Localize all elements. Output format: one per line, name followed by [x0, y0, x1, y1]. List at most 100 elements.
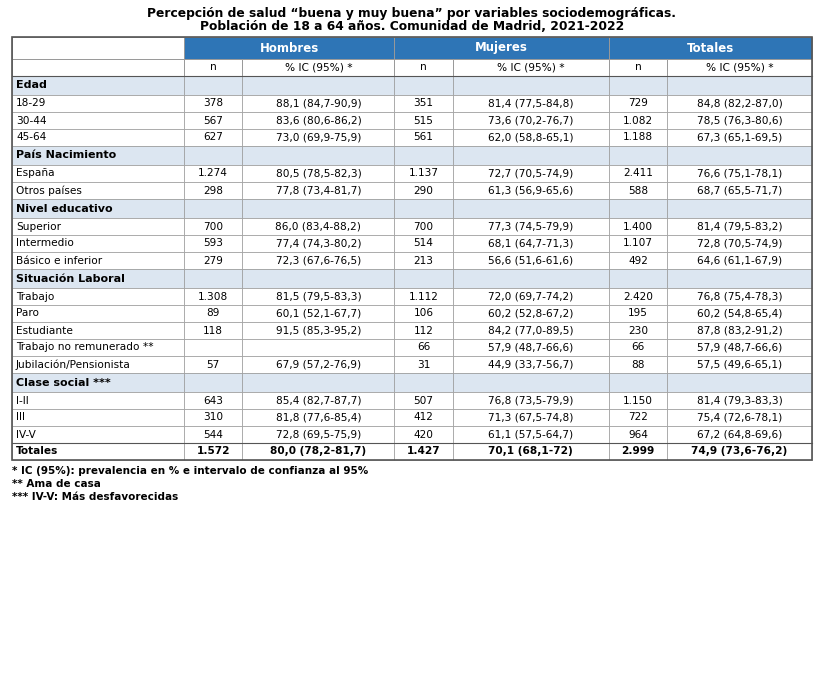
Bar: [243, 59, 394, 76]
Text: Otros países: Otros países: [16, 185, 81, 196]
Bar: [609, 392, 667, 409]
Text: 57: 57: [207, 360, 220, 370]
Bar: [394, 305, 453, 322]
Bar: [184, 392, 243, 409]
Text: 84,2 (77,0-89,5): 84,2 (77,0-89,5): [488, 325, 574, 336]
Text: 76,6 (75,1-78,1): 76,6 (75,1-78,1): [697, 168, 782, 179]
Bar: [243, 443, 394, 460]
Bar: [667, 426, 812, 443]
Text: 2.420: 2.420: [623, 291, 653, 302]
Bar: [394, 252, 453, 269]
Text: Mujeres: Mujeres: [475, 42, 528, 55]
Bar: [394, 373, 453, 392]
Bar: [609, 235, 667, 252]
Bar: [394, 409, 453, 426]
Text: 60,2 (54,8-65,4): 60,2 (54,8-65,4): [697, 309, 783, 318]
Bar: [609, 112, 667, 129]
Bar: [667, 95, 812, 112]
Bar: [12, 409, 184, 426]
Text: 66: 66: [417, 343, 430, 352]
Text: Trabajo: Trabajo: [16, 291, 54, 302]
Text: 80,5 (78,5-82,3): 80,5 (78,5-82,3): [276, 168, 361, 179]
Text: 73,0 (69,9-75,9): 73,0 (69,9-75,9): [276, 132, 361, 143]
Text: 67,9 (57,2-76,9): 67,9 (57,2-76,9): [276, 360, 361, 370]
Bar: [12, 305, 184, 322]
Text: 75,4 (72,6-78,1): 75,4 (72,6-78,1): [697, 412, 782, 423]
Text: 72,8 (70,5-74,9): 72,8 (70,5-74,9): [697, 239, 783, 248]
Bar: [609, 182, 667, 199]
Bar: [609, 37, 812, 59]
Bar: [184, 409, 243, 426]
Bar: [184, 443, 243, 460]
Text: Superior: Superior: [16, 221, 61, 232]
Text: 1.107: 1.107: [623, 239, 653, 248]
Text: 66: 66: [631, 343, 644, 352]
Bar: [12, 235, 184, 252]
Text: 86,0 (83,4-88,2): 86,0 (83,4-88,2): [276, 221, 361, 232]
Bar: [12, 322, 184, 339]
Text: 45-64: 45-64: [16, 132, 46, 143]
Text: 62,0 (58,8-65,1): 62,0 (58,8-65,1): [488, 132, 574, 143]
Text: 310: 310: [203, 412, 223, 423]
Text: n: n: [421, 62, 427, 73]
Bar: [667, 235, 812, 252]
Text: IV-V: IV-V: [16, 430, 35, 439]
Bar: [609, 199, 667, 218]
Text: 72,3 (67,6-76,5): 72,3 (67,6-76,5): [276, 255, 361, 266]
Text: Nivel educativo: Nivel educativo: [16, 203, 113, 214]
Bar: [453, 288, 609, 305]
Bar: [394, 356, 453, 373]
Text: 1.137: 1.137: [408, 168, 439, 179]
Bar: [184, 37, 394, 59]
Text: Intermedio: Intermedio: [16, 239, 74, 248]
Text: 544: 544: [203, 430, 223, 439]
Bar: [184, 373, 243, 392]
Text: 722: 722: [628, 412, 648, 423]
Bar: [184, 235, 243, 252]
Bar: [12, 339, 184, 356]
Bar: [453, 409, 609, 426]
Text: Clase social ***: Clase social ***: [16, 378, 111, 388]
Bar: [184, 269, 243, 288]
Text: 67,2 (64,8-69,6): 67,2 (64,8-69,6): [697, 430, 782, 439]
Bar: [243, 252, 394, 269]
Text: 77,4 (74,3-80,2): 77,4 (74,3-80,2): [276, 239, 361, 248]
Bar: [243, 112, 394, 129]
Bar: [453, 392, 609, 409]
Bar: [394, 129, 453, 146]
Bar: [394, 76, 453, 95]
Bar: [609, 146, 667, 165]
Bar: [184, 356, 243, 373]
Text: 588: 588: [628, 185, 648, 196]
Bar: [243, 339, 394, 356]
Bar: [184, 339, 243, 356]
Bar: [12, 76, 184, 95]
Bar: [453, 426, 609, 443]
Bar: [667, 269, 812, 288]
Bar: [453, 252, 609, 269]
Text: 1.082: 1.082: [623, 116, 653, 125]
Bar: [453, 322, 609, 339]
Bar: [453, 199, 609, 218]
Text: 643: 643: [203, 396, 223, 406]
Text: 567: 567: [203, 116, 223, 125]
Bar: [667, 112, 812, 129]
Text: 106: 106: [414, 309, 434, 318]
Text: 1.308: 1.308: [198, 291, 228, 302]
Bar: [667, 199, 812, 218]
Text: 88,1 (84,7-90,9): 88,1 (84,7-90,9): [276, 98, 361, 109]
Bar: [12, 146, 184, 165]
Text: España: España: [16, 168, 54, 179]
Text: 83,6 (80,6-86,2): 83,6 (80,6-86,2): [276, 116, 361, 125]
Bar: [609, 59, 667, 76]
Text: 1.188: 1.188: [623, 132, 653, 143]
Bar: [394, 37, 609, 59]
Bar: [12, 112, 184, 129]
Text: 30-44: 30-44: [16, 116, 47, 125]
Text: 412: 412: [414, 412, 434, 423]
Bar: [243, 288, 394, 305]
Text: Estudiante: Estudiante: [16, 325, 73, 336]
Bar: [609, 426, 667, 443]
Bar: [609, 443, 667, 460]
Bar: [12, 165, 184, 182]
